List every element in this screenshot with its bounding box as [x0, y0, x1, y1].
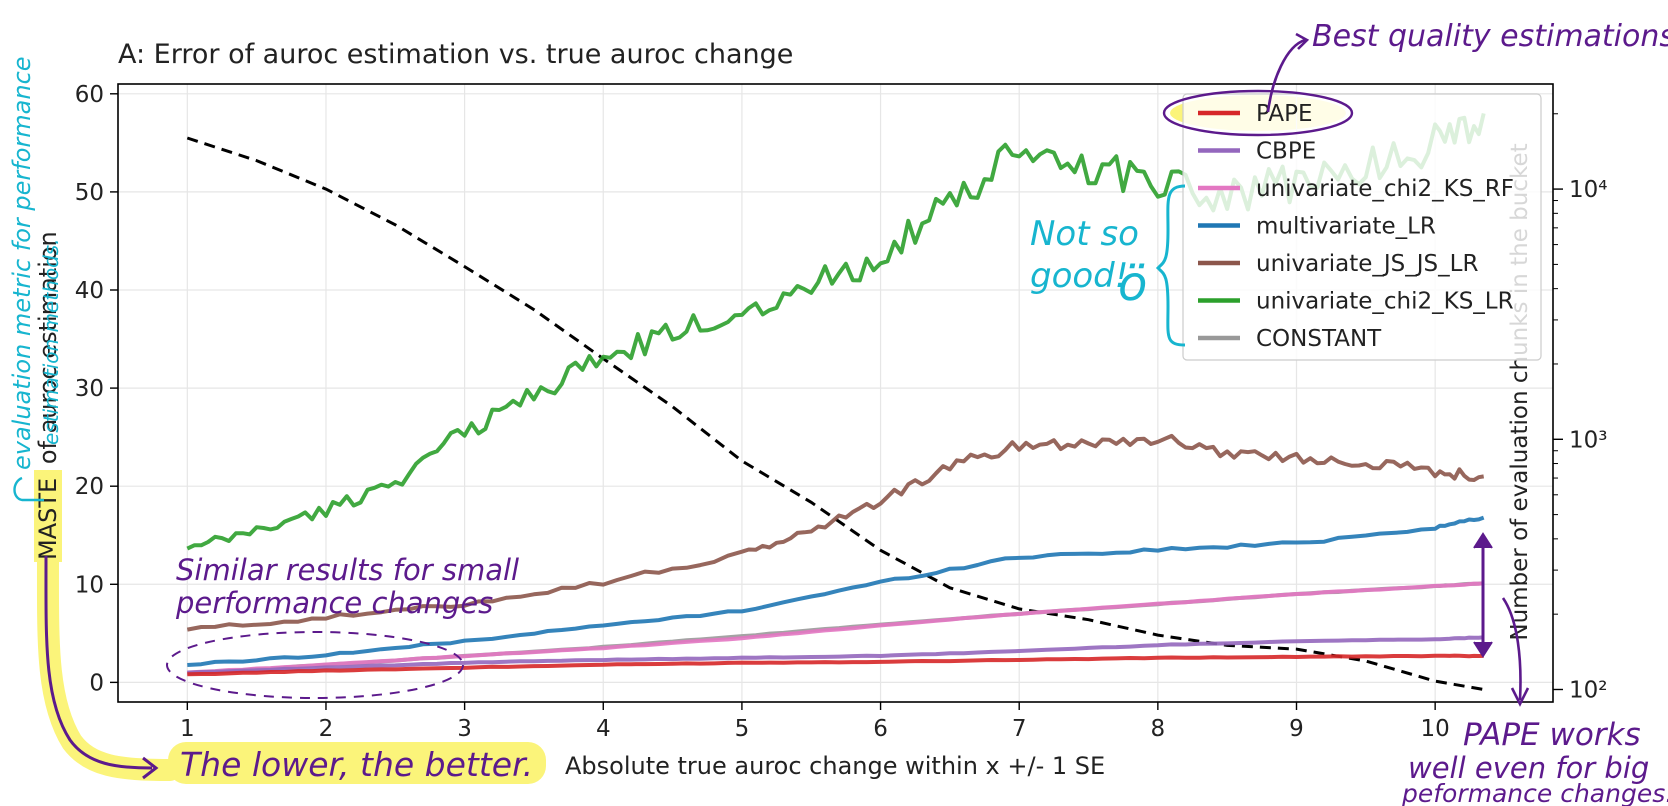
chart-title: A: Error of auroc estimation vs. true au… [118, 39, 793, 70]
x-axis-ticks: 1 2 3 4 5 6 7 8 9 10 [180, 702, 1450, 742]
pape-works-line1: PAPE works [1463, 717, 1641, 753]
y2-tick-label-0: 10² [1569, 677, 1608, 703]
best-quality-arrowhead [1295, 32, 1310, 50]
gap-arrowhead-bottom [1473, 641, 1493, 658]
y-axis-label: MASTE of auroc estimation [34, 231, 62, 560]
highlight-layer [34, 95, 1346, 784]
lower-better-arrow-highlight [36, 545, 181, 781]
series-line-pape [187, 653, 1484, 677]
annotations: Best quality estimations Not so good! ö … [8, 19, 1668, 806]
best-quality-arrow [1266, 38, 1306, 113]
series-line-cbpe [187, 635, 1484, 675]
lower-better-note: The lower, the better. [180, 745, 533, 784]
x-tick-label-4: 4 [596, 716, 611, 742]
x-tick-label-9: 9 [1289, 716, 1304, 742]
x-tick-label-5: 5 [735, 716, 750, 742]
y2-axis-ticks: 10² 10³ 10⁴ [1553, 113, 1608, 703]
series-line-univariate-js-js-lr [186, 433, 1485, 632]
eval-metric-note: evaluation metric for performance [8, 56, 36, 470]
y-axis-label-rest: of auroc estimation [34, 231, 62, 464]
legend-box [1182, 93, 1542, 361]
lower-better-arrow [44, 555, 153, 770]
y-tick-label-60: 60 [75, 82, 104, 108]
not-so-good-line2: good! [1030, 256, 1128, 296]
pape-works-line2: well even for big [1408, 751, 1649, 785]
legend-label-univariate-js-js-lr: univariate_JS_JS_LR [1256, 251, 1478, 277]
lower-better-arrowhead [142, 756, 159, 780]
x-axis-label: Absolute true auroc change within x +/- … [565, 752, 1105, 780]
y-tick-label-10: 10 [75, 572, 104, 598]
similar-results-line1: Similar results for small [176, 553, 519, 587]
legend-label-univariate-chi2-ks-rf: univariate_chi2_KS_RF [1256, 176, 1514, 202]
lower-better-highlight [168, 742, 546, 784]
not-so-good-line1: Not so [1030, 214, 1139, 254]
x-tick-label-10: 10 [1421, 716, 1450, 742]
legend-label-constant: CONSTANT [1256, 326, 1382, 352]
y-tick-label-0: 0 [89, 670, 104, 696]
x-tick-label-6: 6 [873, 716, 888, 742]
y-tick-label-30: 30 [75, 376, 104, 402]
y2-tick-label-1: 10³ [1569, 427, 1608, 453]
grid [118, 84, 1553, 702]
not-so-good-bracket [1155, 184, 1186, 347]
series-line-univariate-chi2-ks-rf [187, 581, 1484, 675]
series-layer [186, 112, 1486, 691]
best-quality-note: Best quality estimations [1312, 19, 1668, 54]
plot-frame [117, 83, 1554, 703]
x-tick-label-7: 7 [1012, 716, 1027, 742]
y-tick-label-20: 20 [75, 474, 104, 500]
pape-works-arrowhead [1510, 687, 1530, 707]
y2-tick-label-2: 10⁴ [1569, 177, 1608, 203]
bucket-count-line [186, 136, 1484, 691]
legend: PAPE CBPE univariate_chi2_KS_RF multivariat… [1182, 93, 1542, 361]
x-tick-label-1: 1 [180, 716, 195, 742]
sad-face-icon: ö [1118, 256, 1147, 312]
pape-works-arrow [1501, 597, 1522, 701]
legend-label-univariate-chi2-ks-lr: univariate_chi2_KS_LR [1256, 289, 1514, 315]
eval-metric-arrow [13, 476, 44, 502]
series-line-multivariate-lr [187, 515, 1485, 667]
pape-works-line3: peformance changes. [1401, 779, 1668, 806]
eval-methods-note: estimation methods. [39, 238, 63, 445]
x-tick-label-8: 8 [1151, 716, 1166, 742]
legend-label-multivariate-lr: multivariate_LR [1256, 214, 1436, 240]
y-tick-label-40: 40 [75, 278, 104, 304]
y-axis-label-highlight: MASTE [34, 478, 62, 560]
legend-label-pape: PAPE [1256, 101, 1313, 127]
gap-arrowhead-top [1473, 532, 1493, 549]
pape-circle [1162, 89, 1354, 137]
similar-results-line2: performance changes [175, 586, 493, 620]
y-tick-label-50: 50 [75, 180, 104, 206]
legend-label-cbpe: CBPE [1256, 139, 1316, 165]
x-tick-label-2: 2 [319, 716, 334, 742]
x-tick-label-3: 3 [457, 716, 472, 742]
small-changes-circle [166, 631, 464, 699]
y-axis-ticks: 0 10 20 30 40 50 60 [75, 82, 118, 696]
